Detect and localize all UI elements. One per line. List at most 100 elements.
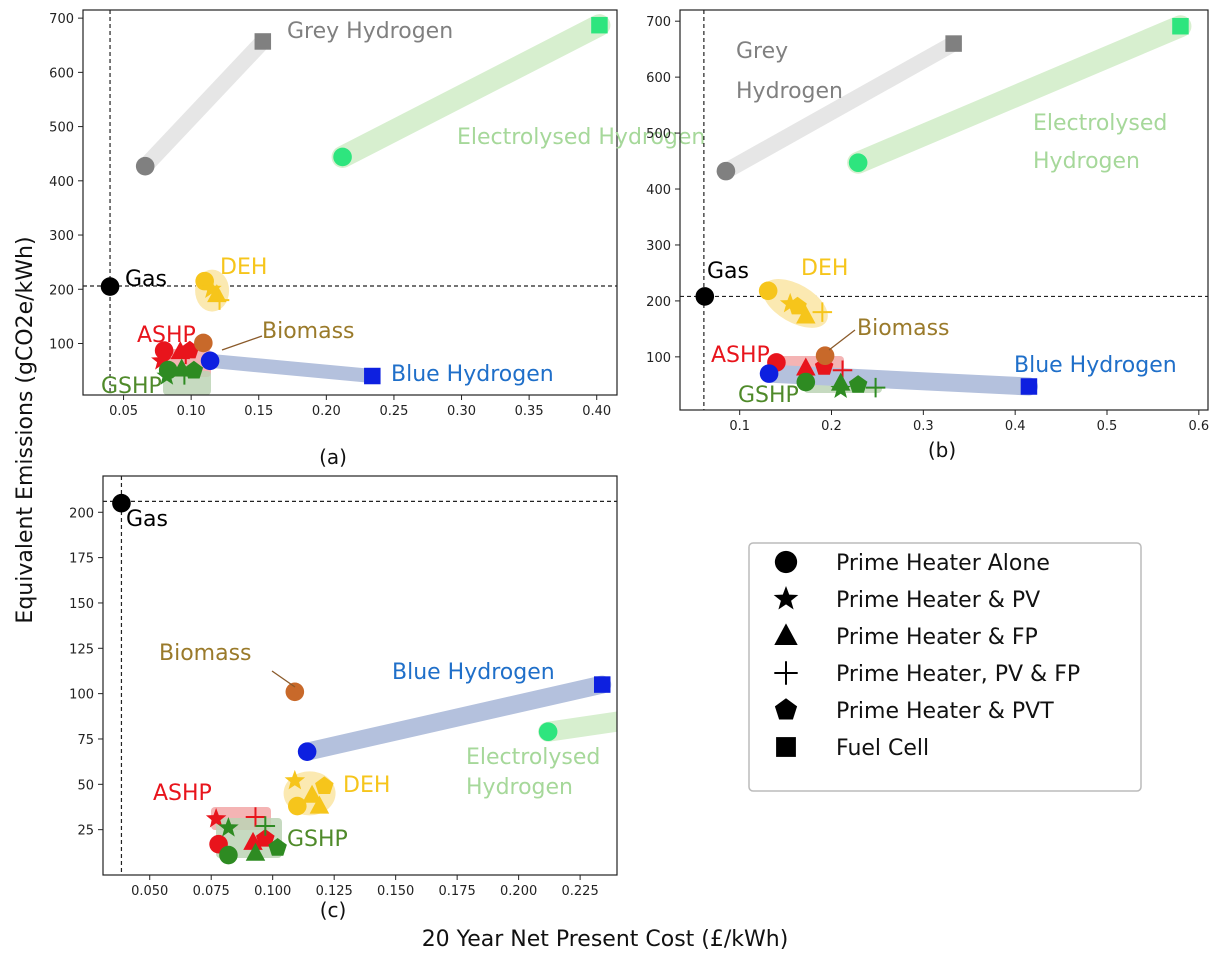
deh-point-pentagon (788, 296, 807, 315)
axes-frame (679, 9, 1209, 411)
y-tick-label: 25 (77, 824, 94, 839)
biomass-leader-line (271, 670, 296, 688)
deh-point-pentagon (315, 776, 334, 794)
x-tick-label: 0.075 (193, 884, 230, 899)
legend-label: Prime Heater, PV & FP (836, 662, 1080, 687)
ashp-point-star (205, 808, 227, 828)
y-tick-label: 150 (69, 597, 94, 612)
deh-point-star (201, 278, 222, 298)
gas-point-circle (112, 493, 131, 513)
legend-marker-square (776, 737, 796, 757)
y-tick-label: 700 (646, 15, 671, 30)
y-tick-label: 500 (49, 121, 74, 136)
y-tick-label: 50 (77, 778, 94, 793)
biomass-label: Biomass (159, 641, 252, 666)
gas-label: Gas (707, 259, 749, 284)
legend-marker-triangle (774, 623, 798, 645)
blue-hydrogen-label: Blue Hydrogen (1014, 353, 1177, 378)
ashp-label: ASHP (137, 323, 196, 348)
gshp-point-triangle (245, 842, 266, 861)
biomass-point-circle (285, 682, 305, 702)
axes-frame (82, 9, 618, 396)
x-tick-label: 0.175 (439, 884, 476, 899)
gshp-point-star (830, 378, 851, 398)
x-tick-label: 0.1 (729, 419, 750, 434)
y-tick-label: 200 (49, 283, 74, 298)
y-tick-label: 100 (646, 351, 671, 366)
legend-marker-pentagon (774, 698, 798, 720)
gshp-point-plus (255, 816, 276, 836)
biomass-label: Biomass (262, 319, 355, 344)
grey-hydrogen-point-square (254, 33, 272, 50)
biomass-leader-line (828, 329, 856, 351)
y-tick-label: 175 (69, 552, 94, 567)
y-tick-label: 200 (69, 506, 94, 521)
y-tick-label: 700 (49, 12, 74, 27)
gshp-point-plus (865, 377, 886, 398)
electrolysed-hydrogen-region (847, 15, 1192, 174)
deh-point-triangle (309, 795, 330, 814)
gshp-label: GSHP (738, 383, 799, 408)
plot-area (103, 476, 617, 875)
panel-caption: (c) (320, 898, 347, 922)
grey-hydrogen-label: Grey (736, 39, 788, 64)
deh-point-plus (812, 302, 833, 322)
gshp-label: GSHP (101, 374, 162, 399)
panel-b: 0.1 0.2 0.3 0.4 0.5 0.6 100 200 300 400 500 600 700 G… (646, 9, 1209, 462)
electrolysed-hydrogen-label: Electrolysed Hydrogen (457, 125, 705, 150)
plot-area (680, 10, 1208, 410)
x-tick-label: 0.10 (177, 404, 206, 419)
electrolysed-hydrogen-region (331, 14, 611, 168)
electrolysed-hydrogen-region (538, 711, 617, 742)
x-tick-label: 0.2 (821, 419, 842, 434)
electrolysed-hydrogen-point-circle (333, 147, 352, 167)
grey-hydrogen-point-circle (135, 156, 155, 176)
panel-caption: (b) (928, 438, 956, 462)
gshp-point-star (218, 817, 239, 837)
panel-c: 0.050 0.075 0.100 0.125 0.150 0.175 0.200 0.225… (69, 475, 618, 922)
ashp-point-circle (154, 341, 174, 360)
electrolysed-hydrogen-label: Hydrogen (466, 775, 573, 800)
gas-label: Gas (125, 267, 167, 292)
gshp-point-circle (796, 372, 816, 392)
blue-hydrogen-point-square (1020, 378, 1038, 395)
grey-hydrogen-region (717, 35, 962, 180)
legend-marker-star (773, 586, 799, 610)
electrolysed-hydrogen-point-square (1172, 17, 1189, 35)
y-axis-label: Equivalent Emissions (gCO2e/kWh) (13, 236, 38, 623)
panel-a: 0.05 0.10 0.15 0.20 0.25 0.30 0.35 0.40 100 200 30… (49, 9, 705, 469)
gas-point-circle (100, 277, 120, 296)
blue-hydrogen-point-square (364, 367, 381, 385)
x-axis-label: 20 Year Net Present Cost (£/kWh) (422, 927, 789, 952)
blue-hydrogen-region (298, 675, 612, 761)
y-tick-label: 600 (49, 66, 74, 81)
electrolysed-hydrogen-label: Electrolysed (1033, 111, 1167, 136)
biomass-point-circle (194, 333, 213, 353)
gshp-point-star (156, 365, 178, 385)
panel-caption: (a) (319, 445, 347, 469)
x-tick-label: 0.4 (1005, 419, 1026, 434)
grey-hydrogen-label: Grey Hydrogen (287, 19, 453, 44)
gshp-label: GSHP (287, 827, 348, 852)
electrolysed-hydrogen-point-circle (848, 153, 868, 173)
x-tick-label: 0.25 (379, 404, 408, 419)
blue-hydrogen-label: Blue Hydrogen (392, 660, 555, 685)
axes-frame (102, 475, 618, 876)
electrolysed-hydrogen-point-circle (538, 722, 558, 742)
x-tick-label: 0.6 (1188, 419, 1209, 434)
legend-marker-plus (774, 661, 798, 685)
x-tick-label: 0.40 (582, 404, 611, 419)
x-tick-label: 0.100 (254, 884, 291, 899)
grey-hydrogen-point-square (945, 35, 962, 52)
gas-label: Gas (126, 507, 168, 532)
blue-hydrogen-point-circle (297, 742, 317, 761)
biomass-point-circle (815, 346, 835, 366)
deh-point-plus (209, 290, 230, 310)
x-tick-label: 0.5 (1097, 419, 1118, 434)
x-tick-label: 0.150 (377, 884, 414, 899)
blue-hydrogen-region (203, 353, 380, 384)
x-tick-label: 0.3 (913, 419, 934, 434)
legend-label: Prime Heater & PVT (836, 699, 1054, 724)
biomass-leader-line (221, 335, 263, 351)
